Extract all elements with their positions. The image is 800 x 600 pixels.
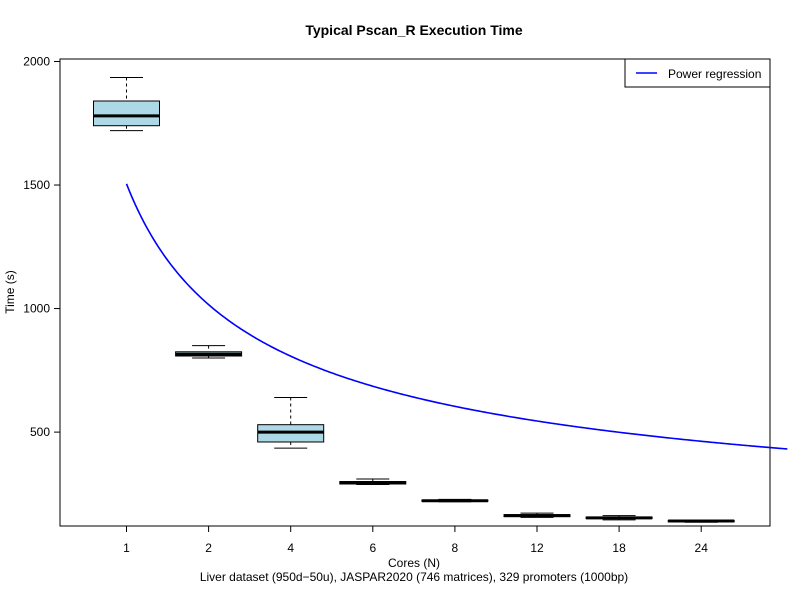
chart-title: Typical Pscan_R Execution Time	[305, 22, 523, 38]
y-axis: 500 1000 1500 2000	[23, 54, 60, 439]
x-tick-label: 6	[369, 541, 376, 555]
boxplot-series	[93, 77, 735, 523]
box-1	[93, 77, 160, 132]
box-4	[257, 397, 325, 449]
box-2	[175, 345, 243, 359]
legend: Power regression	[624, 58, 771, 88]
x-tick-label: 1	[123, 541, 130, 555]
plot-frame	[59, 58, 771, 527]
box-18	[585, 515, 653, 521]
box-8	[421, 498, 489, 503]
box-iqr	[93, 100, 160, 127]
y-tick-label: 1500	[23, 178, 50, 192]
y-tick-label: 500	[30, 425, 50, 439]
y-axis-label: Time (s)	[3, 270, 17, 314]
x-tick-label: 8	[452, 541, 459, 555]
x-tick-label: 18	[612, 541, 626, 555]
x-tick-label: 24	[695, 541, 709, 555]
box-6	[339, 478, 407, 485]
box-24	[667, 519, 735, 523]
x-tick-label: 4	[287, 541, 294, 555]
box-12	[503, 512, 571, 518]
x-tick-label: 12	[530, 541, 544, 555]
x-tick-label: 2	[205, 541, 212, 555]
legend-label-power-regression: Power regression	[668, 67, 761, 81]
power-regression-line	[125, 183, 788, 450]
chart-subtitle: Liver dataset (950d−50u), JASPAR2020 (74…	[200, 570, 628, 584]
y-tick-label: 1000	[23, 302, 50, 316]
x-axis-label: Cores (N)	[388, 556, 440, 570]
x-axis: 1 2 4 6 8 12 18 24	[123, 526, 708, 555]
y-tick-label: 2000	[23, 54, 50, 68]
